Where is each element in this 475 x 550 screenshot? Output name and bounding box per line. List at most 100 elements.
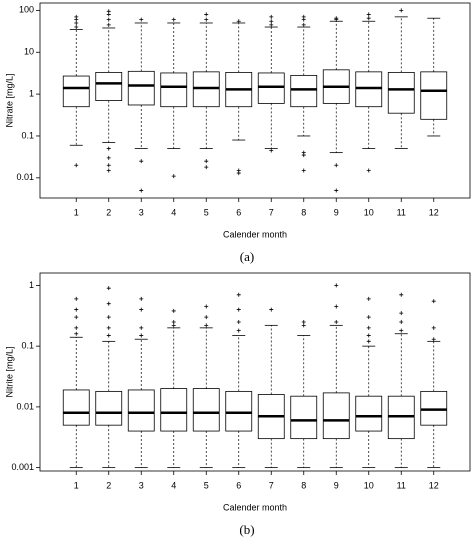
outlier [236, 319, 241, 324]
x-tick-label: 2 [106, 207, 111, 217]
outlier [399, 319, 404, 324]
x-tick-label: 3 [139, 480, 144, 490]
x-axis-label: Calender month [223, 229, 287, 239]
outlier [139, 325, 144, 330]
x-tick-label: 12 [429, 207, 439, 217]
x-tick-label: 9 [334, 207, 339, 217]
box [355, 395, 383, 432]
outlier [236, 328, 241, 333]
box [387, 71, 415, 114]
outlier [171, 308, 176, 313]
outlier [236, 168, 241, 173]
outlier [74, 307, 79, 312]
x-tick-label: 6 [236, 480, 241, 490]
box [225, 390, 253, 432]
y-axis-label: Nitrite [mg/L] [4, 346, 14, 397]
box [62, 75, 90, 108]
outlier [399, 328, 404, 333]
x-tick-label: 10 [364, 480, 374, 490]
x-tick-label: 1 [74, 480, 79, 490]
outlier [204, 323, 209, 328]
box [160, 388, 188, 432]
box [322, 392, 350, 440]
y-axis-label: Nitrate [mg/L] [4, 73, 14, 127]
outlier [106, 163, 111, 168]
y-tick-label: 10 [24, 47, 34, 57]
plot-frame [39, 2, 471, 199]
outlier [334, 283, 339, 288]
outlier [139, 17, 144, 22]
outlier [431, 299, 436, 304]
x-tick-label: 1 [74, 207, 79, 217]
x-tick-label: 11 [397, 480, 406, 490]
outlier [334, 16, 339, 21]
outlier [236, 292, 241, 297]
outlier [366, 315, 371, 320]
y-tick-label: 100 [19, 5, 34, 15]
outlier [301, 323, 306, 328]
outlier [204, 159, 209, 164]
outlier [139, 307, 144, 312]
outlier [301, 168, 306, 173]
box [95, 71, 123, 101]
outlier [431, 337, 436, 342]
outlier [366, 333, 371, 338]
outlier [106, 301, 111, 306]
outlier [431, 325, 436, 330]
outlier [366, 12, 371, 17]
outlier [204, 165, 209, 170]
outlier [139, 159, 144, 164]
y-tick-label: 0.01 [16, 172, 34, 182]
x-tick-label: 12 [429, 480, 439, 490]
outlier [74, 296, 79, 301]
outlier [366, 296, 371, 301]
box [127, 70, 155, 106]
x-tick-label: 8 [301, 480, 306, 490]
box [160, 72, 188, 108]
x-tick-label: 4 [171, 207, 176, 217]
y-tick-label: 0.1 [21, 341, 34, 351]
outlier [301, 319, 306, 324]
y-tick-label: 0.1 [21, 130, 34, 140]
box [62, 389, 90, 426]
plot-frame [39, 272, 471, 472]
outlier [301, 14, 306, 19]
caption: (a) [240, 249, 254, 264]
outlier [171, 319, 176, 324]
outlier [171, 17, 176, 22]
outlier [106, 9, 111, 14]
outlier [106, 155, 111, 160]
outlier [399, 311, 404, 316]
outlier [106, 333, 111, 338]
box [257, 72, 285, 104]
outlier [106, 286, 111, 291]
outlier [106, 22, 111, 27]
x-tick-label: 9 [334, 480, 339, 490]
x-tick-label: 7 [269, 207, 274, 217]
box [127, 389, 155, 432]
y-tick-label: 0.001 [11, 462, 34, 472]
outlier [204, 304, 209, 309]
outlier [204, 17, 209, 22]
outlier [334, 163, 339, 168]
outlier [106, 146, 111, 151]
x-tick-label: 11 [397, 207, 406, 217]
outlier [334, 188, 339, 193]
outlier [106, 17, 111, 22]
outlier [236, 307, 241, 312]
outlier [269, 307, 274, 312]
y-tick-label: 1 [29, 88, 34, 98]
outlier [334, 319, 339, 324]
outlier [171, 323, 176, 328]
outlier [334, 304, 339, 309]
outlier [204, 315, 209, 320]
box [290, 74, 318, 108]
outlier [366, 168, 371, 173]
box [95, 390, 123, 426]
x-tick-label: 8 [301, 207, 306, 217]
x-tick-label: 10 [364, 207, 374, 217]
outlier [106, 168, 111, 173]
y-tick-label: 0.01 [16, 401, 34, 411]
x-axis-label: Calender month [223, 502, 287, 512]
